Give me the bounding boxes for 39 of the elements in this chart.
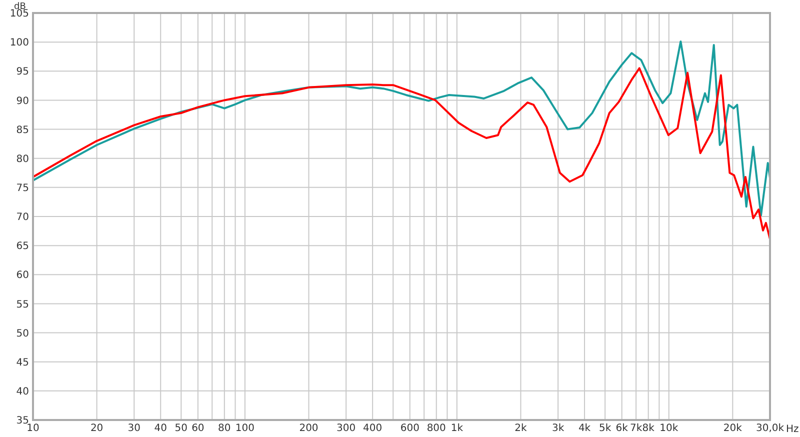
y-tick-label: 60	[16, 270, 29, 282]
x-tick-label: 30	[128, 423, 140, 434]
x-tick-label: 7k	[630, 423, 642, 434]
y-tick-label: 55	[16, 299, 29, 310]
x-tick-label: 2k	[514, 423, 528, 434]
x-tick-label: 200	[299, 423, 318, 434]
y-tick-label: 35	[16, 416, 29, 427]
x-tick-label: 300	[336, 423, 356, 434]
x-axis-title: Hz	[786, 424, 799, 435]
y-tick-label: 85	[16, 124, 29, 136]
x-tick-label: 80	[218, 423, 231, 434]
y-tick-label: 75	[16, 182, 29, 194]
y-tick-label: 65	[16, 241, 29, 252]
x-tick-label: 5k	[598, 423, 612, 434]
x-tick-label: 30,0k	[756, 423, 784, 434]
x-tick-label: 8k	[642, 423, 655, 434]
x-tick-label: 4k	[578, 423, 591, 434]
x-tick-label: 3k	[552, 423, 564, 434]
x-tick-label: 6k	[616, 423, 628, 434]
y-tick-label: 95	[16, 66, 29, 78]
x-tick-label: 1k	[450, 423, 464, 434]
x-tick-label: 10	[26, 423, 40, 434]
x-tick-label: 20k	[723, 423, 742, 434]
y-tick-label: 100	[10, 38, 29, 49]
x-tick-label: 40	[154, 423, 167, 434]
y-tick-label: 80	[16, 154, 29, 165]
x-tick-label: 60	[192, 423, 204, 434]
y-tick-label: 50	[16, 328, 29, 340]
x-tick-label: 20	[90, 423, 104, 434]
y-tick-label: 90	[16, 96, 29, 107]
x-tick-label: 800	[426, 423, 446, 434]
x-tick-label: 10k	[660, 423, 678, 434]
y-tick-label: 70	[16, 212, 29, 224]
x-tick-label: 400	[363, 423, 382, 434]
x-tick-label: 600	[400, 423, 420, 434]
y-tick-label: 45	[16, 357, 29, 368]
x-tick-label: 50	[174, 423, 188, 434]
y-tick-label: 40	[16, 386, 29, 398]
x-tick-label: 100	[235, 423, 255, 434]
